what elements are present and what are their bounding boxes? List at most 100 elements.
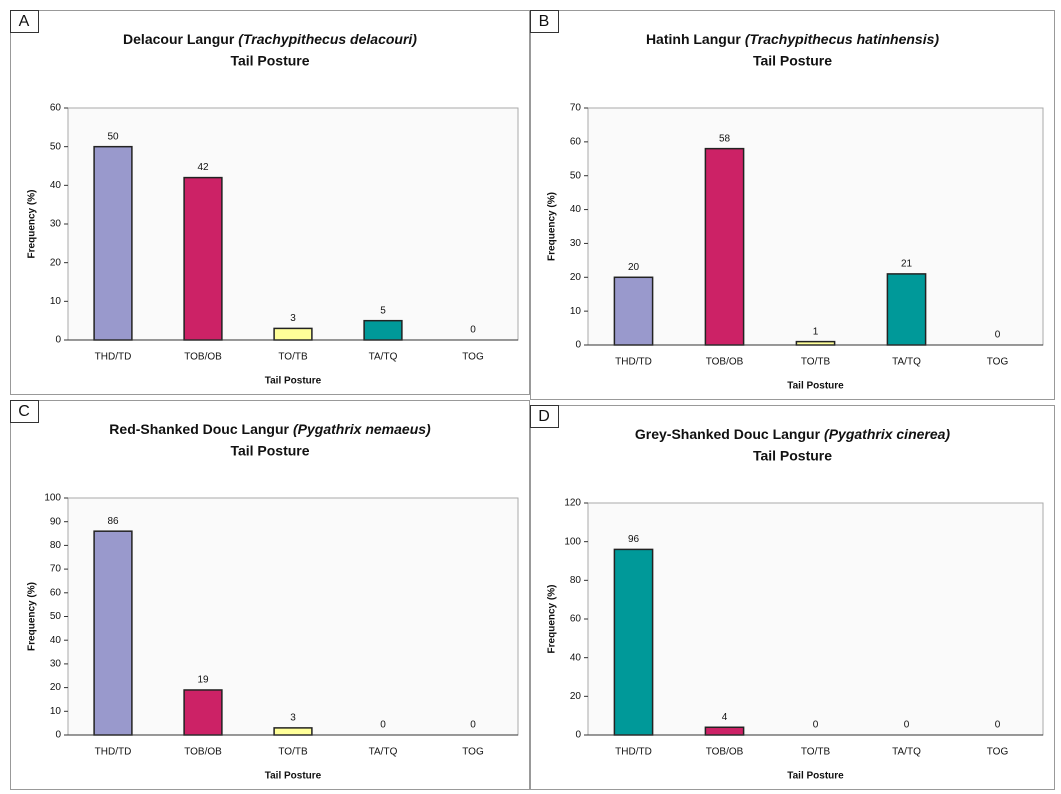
species: (Pygathrix cinerea) — [824, 426, 950, 442]
x-axis-title: Tail Posture — [265, 376, 322, 387]
plot-area — [68, 108, 518, 340]
y-tick-label: 10 — [570, 306, 582, 317]
x-axis-title: Tail Posture — [265, 771, 322, 782]
value-label: 0 — [470, 720, 476, 731]
y-tick-label: 80 — [570, 575, 582, 586]
y-tick-label: 60 — [570, 614, 582, 625]
x-tick-label: THD/TD — [615, 357, 652, 368]
bar — [184, 178, 222, 340]
y-tick-label: 20 — [50, 682, 62, 693]
value-label: 1 — [813, 326, 819, 337]
y-tick-label: 120 — [564, 498, 581, 509]
y-axis-title: Frequency (%) — [27, 582, 38, 651]
y-tick-label: 0 — [55, 730, 61, 741]
x-tick-label: THD/TD — [95, 352, 132, 363]
x-tick-label: TOB/OB — [184, 352, 222, 363]
y-tick-label: 30 — [50, 219, 62, 230]
value-label: 0 — [904, 720, 910, 731]
value-label: 3 — [290, 713, 296, 724]
value-label: 0 — [995, 720, 1001, 731]
x-tick-label: TO/TB — [278, 747, 308, 758]
plot-area — [68, 498, 518, 735]
y-tick-label: 10 — [50, 706, 62, 717]
x-tick-label: TOB/OB — [706, 747, 744, 758]
x-tick-label: TA/TQ — [892, 357, 921, 368]
species: (Trachypithecus hatinhensis) — [745, 31, 940, 47]
x-tick-label: TOG — [462, 747, 484, 758]
chart-title: Grey-Shanked Douc Langur(Pygathrix ciner… — [635, 426, 951, 442]
title: Red-Shanked Douc Langur — [109, 421, 289, 437]
value-label: 0 — [995, 330, 1001, 341]
y-tick-label: 70 — [570, 103, 582, 114]
value-label: 3 — [290, 313, 296, 324]
y-tick-label: 40 — [570, 204, 582, 215]
x-tick-label: TA/TQ — [892, 747, 921, 758]
bar — [614, 277, 652, 345]
y-tick-label: 60 — [570, 136, 582, 147]
bar — [274, 728, 312, 735]
x-tick-label: TA/TQ — [369, 352, 398, 363]
bar — [705, 149, 743, 345]
panel-letter: D — [538, 408, 550, 425]
y-tick-label: 10 — [50, 296, 62, 307]
chart-subtitle: Tail Posture — [230, 53, 309, 69]
bar — [94, 531, 132, 735]
bar — [184, 690, 222, 735]
y-axis-title: Frequency (%) — [547, 585, 558, 654]
x-axis-title: Tail Posture — [787, 381, 844, 392]
y-tick-label: 50 — [50, 141, 62, 152]
x-tick-label: TOG — [987, 747, 1009, 758]
chart-subtitle: Tail Posture — [230, 443, 309, 459]
x-tick-label: TOG — [987, 357, 1009, 368]
value-label: 42 — [197, 162, 209, 173]
chart-title: Hatinh Langur(Trachypithecus hatinhensis… — [646, 31, 939, 47]
plot-area — [588, 108, 1043, 345]
figure: A Delacour Langur(Trachypithecus delacour… — [0, 0, 1061, 794]
y-tick-label: 30 — [50, 659, 62, 670]
value-label: 4 — [722, 712, 728, 723]
value-label: 21 — [901, 259, 913, 270]
value-label: 86 — [107, 516, 119, 527]
bar — [796, 342, 834, 345]
y-tick-label: 70 — [50, 564, 62, 575]
value-label: 96 — [628, 534, 640, 545]
plot-area — [588, 503, 1043, 735]
bar — [364, 321, 402, 340]
y-tick-label: 50 — [50, 611, 62, 622]
panel-letter: C — [18, 403, 30, 420]
value-label: 19 — [197, 675, 209, 686]
bar — [614, 549, 652, 735]
y-tick-label: 100 — [564, 536, 581, 547]
y-tick-label: 60 — [50, 587, 62, 598]
x-tick-label: TA/TQ — [369, 747, 398, 758]
y-tick-label: 50 — [570, 170, 582, 181]
panel-letter: B — [539, 13, 550, 30]
bar — [705, 727, 743, 735]
page: {"chart_data": [ {"type": "bar", "panel"… — [0, 0, 1061, 794]
bar — [887, 274, 925, 345]
x-tick-label: TOG — [462, 352, 484, 363]
x-tick-label: TO/TB — [278, 352, 308, 363]
value-label: 5 — [380, 305, 386, 316]
y-tick-label: 0 — [575, 340, 581, 351]
x-axis-title: Tail Posture — [787, 771, 844, 782]
panel: D Grey-Shanked Douc Langur(Pygathrix cine… — [531, 406, 1055, 790]
value-label: 0 — [813, 720, 819, 731]
chart-title: Red-Shanked Douc Langur(Pygathrix nemaeu… — [109, 421, 431, 437]
panel: B Hatinh Langur(Trachypithecus hatinhensi… — [531, 11, 1055, 400]
y-tick-label: 60 — [50, 103, 62, 114]
title: Grey-Shanked Douc Langur — [635, 426, 821, 442]
chart-title: Delacour Langur(Trachypithecus delacouri… — [123, 31, 417, 47]
y-tick-label: 80 — [50, 540, 62, 551]
y-tick-label: 20 — [50, 257, 62, 268]
value-label: 50 — [107, 131, 119, 142]
y-tick-label: 0 — [55, 335, 61, 346]
y-tick-label: 20 — [570, 272, 582, 283]
chart-subtitle: Tail Posture — [753, 448, 832, 464]
panel: C Red-Shanked Douc Langur(Pygathrix nemae… — [11, 401, 530, 790]
species: (Pygathrix nemaeus) — [293, 421, 431, 437]
panel-letter: A — [19, 13, 30, 30]
x-tick-label: THD/TD — [95, 747, 132, 758]
panel: A Delacour Langur(Trachypithecus delacour… — [11, 11, 530, 395]
y-axis-title: Frequency (%) — [27, 190, 38, 259]
